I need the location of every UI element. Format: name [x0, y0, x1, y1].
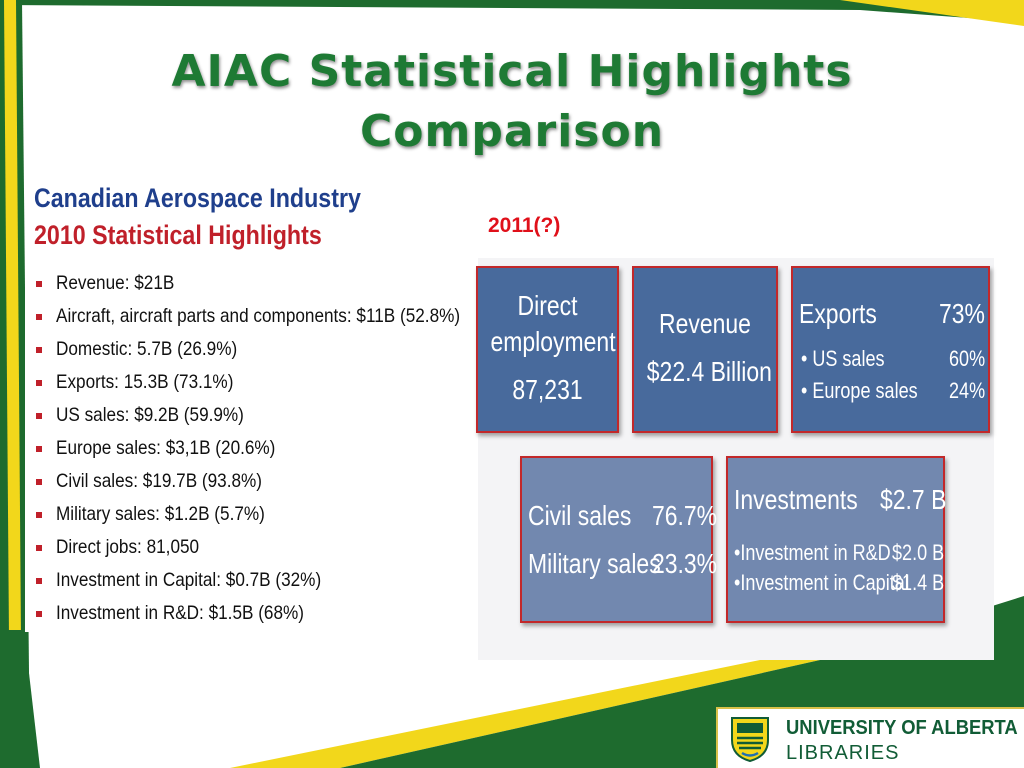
investment-rd-value: $2.0 B — [892, 540, 945, 565]
investments-label: Investments — [734, 484, 858, 515]
university-crest-icon — [731, 717, 769, 762]
highlights-list: Revenue: $21B Aircraft, aircraft parts a… — [34, 267, 515, 630]
list-item: Europe sales: $3,1B (20.6%) — [34, 432, 515, 465]
list-item: Aircraft, aircraft parts and components:… — [34, 300, 515, 333]
logo-libraries: LIBRARIES — [786, 742, 900, 764]
list-item: Direct jobs: 81,050 — [34, 531, 515, 564]
investments-box: Investments $2.7 B •Investment in R&D $2… — [726, 456, 947, 623]
panel-heading-2010: 2010 Statistical Highlights — [34, 220, 322, 250]
slide-title: AIAC Statistical Highlights Comparison — [0, 42, 1024, 162]
exports-eu-value: 24% — [949, 378, 986, 403]
military-sales-label: Military sales — [528, 548, 661, 579]
exports-label: Exports — [799, 298, 877, 329]
civil-sales-label: Civil sales — [528, 500, 632, 531]
list-item: Investment in Capital: $0.7B (32%) — [34, 564, 515, 597]
year-2011-label: 2011(?) — [488, 214, 561, 237]
exports-us-value: 60% — [949, 346, 986, 371]
employment-label-line1: Direct — [517, 290, 578, 321]
investment-capital-label: •Investment in Capital — [734, 570, 909, 595]
slide-title-line2: Comparison — [359, 106, 665, 157]
highlights-2010-panel: Canadian Aerospace Industry 2010 Statist… — [25, 178, 465, 632]
civil-military-box: Civil sales 76.7% Military sales 23.3% — [520, 456, 717, 623]
logo-university-name: UNIVERSITY OF ALBERTA — [786, 717, 1018, 739]
list-item: Military sales: $1.2B (5.7%) — [34, 498, 515, 531]
exports-eu-label: • Europe sales — [801, 378, 918, 403]
university-logo: UNIVERSITY OF ALBERTA LIBRARIES — [716, 707, 1024, 768]
exports-us-label: • US sales — [801, 346, 885, 371]
list-item: US sales: $9.2B (59.9%) — [34, 399, 515, 432]
employment-box: Direct employment 87,231 — [476, 266, 619, 433]
investment-capital-value: $1.4 B — [892, 570, 945, 595]
investment-rd-label: •Investment in R&D — [734, 540, 891, 565]
list-item: Investment in R&D: $1.5B (68%) — [34, 597, 515, 630]
revenue-value: $22.4 Billion — [646, 356, 772, 387]
exports-box: Exports 73% • US sales 60% • Europe sale… — [791, 266, 990, 433]
investments-value: $2.7 B — [880, 484, 947, 515]
list-item: Domestic: 5.7B (26.9%) — [34, 333, 515, 366]
exports-value: 73% — [939, 298, 985, 329]
list-item: Civil sales: $19.7B (93.8%) — [34, 465, 515, 498]
military-sales-value: 23.3% — [652, 548, 718, 579]
list-item: Revenue: $21B — [34, 267, 515, 300]
civil-sales-value: 76.7% — [652, 500, 718, 531]
revenue-box: Revenue $22.4 Billion — [632, 266, 778, 433]
list-item: Exports: 15.3B (73.1%) — [34, 366, 515, 399]
slide-title-line1: AIAC Statistical Highlights — [171, 46, 853, 97]
revenue-label: Revenue — [659, 308, 751, 339]
employment-value: 87,231 — [512, 374, 583, 405]
employment-label-line2: employment — [490, 326, 616, 357]
panel-heading-industry: Canadian Aerospace Industry — [34, 183, 361, 213]
